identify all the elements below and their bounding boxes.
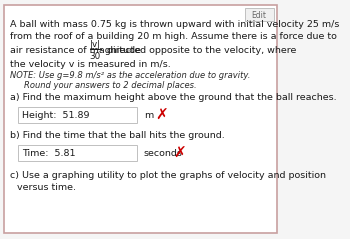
Text: m: m — [144, 110, 153, 120]
Text: b) Find the time that the ball hits the ground.: b) Find the time that the ball hits the … — [10, 131, 224, 141]
FancyBboxPatch shape — [18, 107, 137, 123]
Text: from the roof of a building 20 m high. Assume there is a force due to: from the roof of a building 20 m high. A… — [10, 32, 337, 40]
FancyBboxPatch shape — [245, 8, 274, 21]
Text: Round your answers to 2 decimal places.: Round your answers to 2 decimal places. — [24, 81, 197, 91]
Text: Height:  51.89: Height: 51.89 — [22, 110, 89, 120]
Text: a) Find the maximum height above the ground that the ball reaches.: a) Find the maximum height above the gro… — [10, 93, 336, 103]
Text: NOTE: Use g=9.8 m/s² as the acceleration due to gravity.: NOTE: Use g=9.8 m/s² as the acceleration… — [10, 71, 250, 81]
Text: ✗: ✗ — [174, 146, 186, 161]
Text: A ball with mass 0.75 kg is thrown upward with initial velocity 25 m/s: A ball with mass 0.75 kg is thrown upwar… — [10, 20, 339, 28]
Text: c) Use a graphing utility to plot the graphs of velocity and position: c) Use a graphing utility to plot the gr… — [10, 170, 326, 179]
Text: |v|: |v| — [90, 39, 101, 49]
Text: the velocity v is measured in m/s.: the velocity v is measured in m/s. — [10, 60, 170, 69]
Text: air resistance of magnitude: air resistance of magnitude — [10, 45, 141, 54]
Text: directed opposite to the velocity, where: directed opposite to the velocity, where — [106, 45, 296, 54]
Text: Time:  5.81: Time: 5.81 — [22, 148, 75, 158]
FancyBboxPatch shape — [18, 145, 137, 161]
Text: ✗: ✗ — [155, 108, 168, 123]
FancyBboxPatch shape — [4, 5, 277, 233]
Text: seconds: seconds — [144, 148, 183, 158]
Text: versus time.: versus time. — [17, 183, 76, 191]
Text: Edit: Edit — [252, 11, 267, 20]
Text: 30: 30 — [90, 51, 101, 60]
